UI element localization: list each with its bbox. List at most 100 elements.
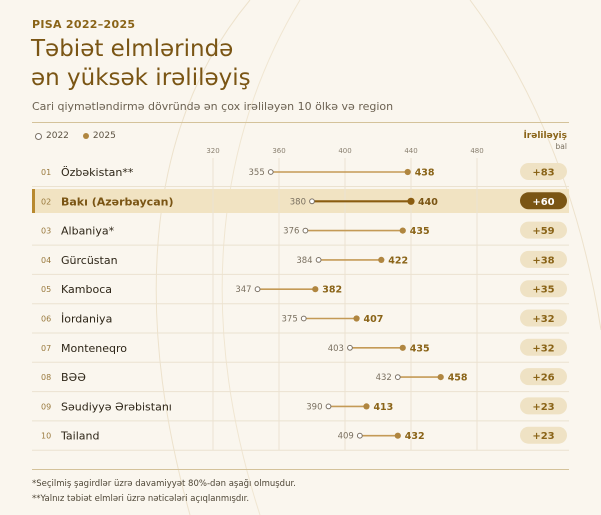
row-rank: 06: [41, 315, 51, 324]
label-2022: 375: [282, 315, 298, 325]
improvement-value: +59: [532, 226, 554, 237]
improvement-value: +23: [532, 402, 554, 413]
improvement-pill: [520, 309, 567, 327]
label-2022: 432: [376, 373, 392, 383]
label-2025: 382: [322, 285, 342, 296]
label-2022: 403: [328, 344, 344, 354]
label-2022: 376: [283, 227, 299, 237]
point-2025: [399, 227, 406, 234]
point-2025: [404, 168, 411, 176]
legend-label-2022: 2022: [46, 131, 69, 141]
point-2025: [399, 344, 406, 351]
row-name: BƏƏ: [61, 371, 86, 384]
improvement-header: İrəliləyiş bal: [523, 131, 567, 151]
label-2022: 384: [296, 256, 312, 266]
row-rank: 01: [41, 168, 51, 177]
improvement-value: +38: [532, 255, 554, 266]
eyebrow-label: PISA 2022–2025: [32, 18, 136, 31]
row-rank: 03: [41, 227, 51, 236]
row-name: Bakı (Azərbaycan): [61, 195, 173, 208]
improvement-value: +83: [532, 168, 554, 179]
row-name: Səudiyyə Ərəbistanı: [61, 400, 172, 413]
bottom-divider: [32, 469, 569, 470]
point-2022: [267, 169, 274, 175]
point-2025: [437, 374, 444, 381]
label-2025: 435: [410, 343, 430, 354]
improvement-value: +35: [532, 285, 554, 296]
improvement-pill: [520, 397, 567, 415]
improvement-value: +32: [532, 314, 554, 325]
x-tick-label: 360: [272, 147, 285, 155]
legend-label-2025: 2025: [92, 131, 116, 141]
point-2022: [394, 374, 401, 381]
improvement-pill: [520, 280, 567, 298]
point-2022: [254, 286, 261, 293]
point-2025: [378, 256, 385, 263]
label-2025: 440: [418, 197, 438, 208]
improvement-pill: [520, 250, 567, 268]
title-line-2: ən yüksək irəliləyiş: [31, 65, 251, 91]
point-2025: [394, 432, 401, 439]
legend-item-2022: 2022: [35, 131, 69, 141]
improvement-pill: [520, 338, 567, 356]
label-2025: 432: [405, 431, 425, 442]
label-2025: 438: [415, 168, 435, 179]
point-2025: [312, 286, 319, 293]
point-2022: [347, 344, 353, 351]
label-2022: 355: [249, 168, 265, 178]
x-tick-label: 320: [206, 147, 219, 155]
highlight-row-band: [32, 189, 569, 213]
row-name: Özbəkistan**: [61, 166, 134, 179]
point-2022: [325, 403, 332, 410]
point-2022: [302, 227, 309, 234]
point-2025: [353, 315, 360, 322]
improvement-value: +60: [532, 197, 554, 208]
row-name: Albaniya*: [61, 225, 115, 238]
row-rank: 08: [41, 373, 51, 382]
improvement-value: +23: [532, 431, 554, 442]
row-rank: 02: [41, 197, 51, 206]
improvement-header-unit: bal: [555, 142, 567, 151]
row-rank: 10: [41, 432, 51, 441]
point-2022: [300, 315, 307, 322]
label-2025: 458: [448, 373, 468, 384]
label-2022: 347: [235, 285, 251, 295]
label-2025: 413: [373, 402, 393, 413]
row-rank: 04: [41, 256, 51, 265]
footnote-1: *Seçilmiş şagirdlər üzrə davamiyyət 80%-…: [32, 479, 296, 489]
row-name: Monteneqro: [61, 342, 127, 355]
legend: 2022 2025: [35, 131, 116, 141]
filled-dot-icon: [82, 133, 89, 139]
top-divider: [32, 122, 569, 123]
point-2022: [356, 432, 363, 439]
improvement-pill: [520, 426, 567, 444]
x-tick-label: 440: [404, 147, 417, 155]
point-2025: [407, 197, 415, 205]
improvement-header-label: İrəliləyiş: [523, 131, 567, 141]
label-2022: 380: [290, 197, 306, 207]
legend-item-2025: 2025: [82, 131, 116, 141]
x-tick-label: 400: [338, 147, 351, 155]
improvement-pill: [520, 368, 567, 386]
page-subtitle: Cari qiymətləndirmə dövründə ən çox irəl…: [32, 100, 394, 113]
improvement-pill: [520, 192, 567, 210]
point-2022: [315, 257, 322, 263]
row-rank: 09: [41, 402, 51, 411]
page-title: Təbiət elmlərində ən yüksək irəliləyiş: [31, 35, 551, 93]
footnote-2: **Yalnız təbiət elmləri üzrə nəticələri …: [32, 494, 250, 504]
open-dot-icon: [35, 132, 42, 140]
improvement-value: +26: [532, 373, 554, 384]
point-2025: [363, 403, 370, 410]
row-name: Kamboca: [61, 283, 112, 296]
point-2022: [309, 198, 315, 205]
row-rank: 05: [41, 285, 51, 294]
row-rank: 07: [41, 344, 51, 353]
label-2025: 422: [388, 255, 408, 266]
row-name: Gürcüstan: [61, 254, 118, 267]
improvement-value: +32: [532, 343, 554, 354]
row-name: Tailand: [60, 430, 99, 443]
title-line-1: Təbiət elmlərində: [31, 36, 234, 62]
x-tick-label: 480: [470, 147, 483, 155]
label-2025: 435: [410, 226, 430, 237]
